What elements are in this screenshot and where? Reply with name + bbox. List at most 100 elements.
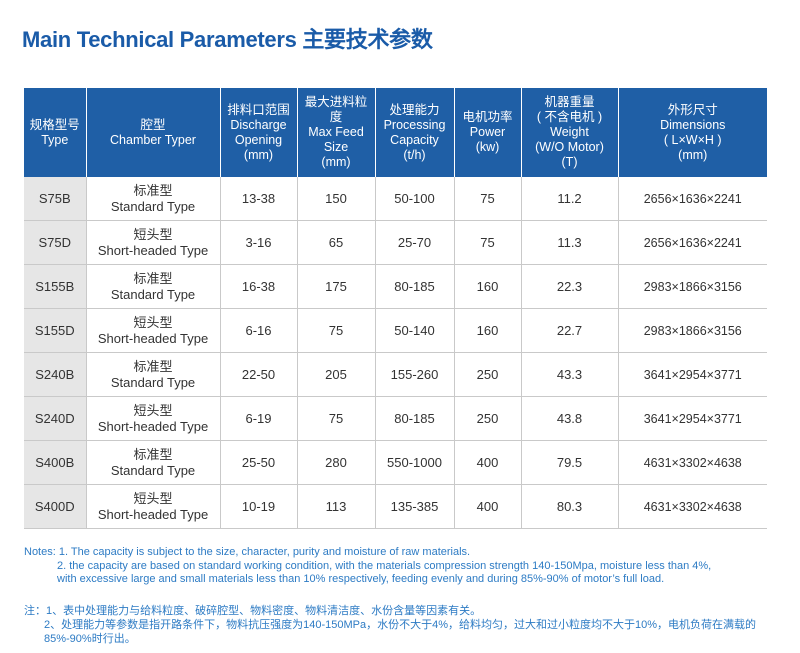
opening-cell: 6-19 xyxy=(220,396,298,441)
column-header-line: (mm) xyxy=(678,147,708,162)
type-cell: S240B xyxy=(24,352,87,397)
dims-cell: 2656×1636×2241 xyxy=(618,220,767,265)
feed-cell: 75 xyxy=(297,396,376,441)
chamber-type-en: Short-headed Type xyxy=(97,330,209,346)
type-cell: S240D xyxy=(24,396,87,441)
note-line: with excessive large and small materials… xyxy=(57,573,665,585)
chamber-type-cell: 短头型 Short-headed Type xyxy=(86,484,221,529)
feed-cell: 175 xyxy=(297,264,376,309)
column-header: 处理能力 Processing Capacity (t/h) xyxy=(375,88,455,177)
column-header-line: (mm) xyxy=(321,155,351,169)
table-row: S75B 标准型 Standard Type 13-38 150 50-100 75 11.2… xyxy=(24,177,767,221)
weight-cell: 11.2 xyxy=(521,177,619,221)
column-header-line: Chamber Typer xyxy=(110,132,196,147)
weight-cell: 80.3 xyxy=(521,484,619,529)
column-header-line: Size xyxy=(323,140,349,154)
column-header: 机器重量( 不含电机 ) Weight (W/O Motor) (T) xyxy=(521,88,619,177)
weight-cell: 79.5 xyxy=(521,440,619,485)
table-row: S155D 短头型 Short-headed Type 6-16 75 50-140 160… xyxy=(24,308,767,353)
weight-cell: 11.3 xyxy=(521,220,619,265)
chamber-type-cn: 短头型 xyxy=(133,226,173,242)
type-cell: S75B xyxy=(24,177,87,221)
feed-cell: 75 xyxy=(297,308,376,353)
column-header: 规格型号 Type xyxy=(24,88,87,177)
dims-cell: 4631×3302×4638 xyxy=(618,440,767,485)
dims-cell: 2983×1866×3156 xyxy=(618,264,767,309)
chamber-type-en: Standard Type xyxy=(110,286,196,302)
capacity-cell: 135-385 xyxy=(375,484,455,529)
power-cell: 400 xyxy=(454,440,522,485)
capacity-cell: 80-185 xyxy=(375,264,455,309)
notes-english: Notes: 1. The capacity is subject to the… xyxy=(24,546,784,587)
note-line: 2、处理能力等参数是指开路条件下，物料抗压强度为140-150MPa，水份不大于… xyxy=(44,619,757,631)
column-header-line: ( L×W×H ) xyxy=(663,132,722,147)
type-cell: S400B xyxy=(24,440,87,485)
dims-cell: 3641×2954×3771 xyxy=(618,396,767,441)
chamber-type-en: Standard Type xyxy=(110,374,196,390)
type-cell: S400D xyxy=(24,484,87,529)
column-header-line: Weight xyxy=(550,125,589,139)
feed-cell: 65 xyxy=(297,220,376,265)
feed-cell: 150 xyxy=(297,177,376,221)
column-header-line: Power xyxy=(469,125,506,139)
column-header-line: Discharge xyxy=(230,117,287,132)
opening-cell: 10-19 xyxy=(220,484,298,529)
table-row: S240B 标准型 Standard Type 22-50 205 155-260 250 4… xyxy=(24,352,767,397)
capacity-cell: 50-100 xyxy=(375,177,455,221)
capacity-cell: 50-140 xyxy=(375,308,455,353)
column-header-line: (mm) xyxy=(243,147,274,162)
notes-chinese: 注：1、表中处理能力与给料粒度、破碎腔型、物料密度、物料清洁度、水份含量等因素有… xyxy=(24,604,784,646)
column-header-line: 最大进料粒度 xyxy=(304,95,368,124)
column-header-line: 规格型号 xyxy=(29,117,80,132)
opening-cell: 13-38 xyxy=(220,177,298,221)
opening-cell: 3-16 xyxy=(220,220,298,265)
opening-cell: 25-50 xyxy=(220,440,298,485)
column-header-line: (W/O Motor) xyxy=(535,140,604,154)
chamber-type-cell: 标准型 Standard Type xyxy=(86,177,221,221)
note-line: 85%-90%时行出。 xyxy=(44,633,136,645)
column-header: 排料口范围 Discharge Opening (mm) xyxy=(220,88,298,177)
parameters-table: 规格型号 Type 腔型 Chamber Typer 排料口范围 Discharge Ope… xyxy=(24,88,767,529)
chamber-type-cell: 标准型 Standard Type xyxy=(86,352,221,397)
table-row: S400B 标准型 Standard Type 25-50 280 550-1000 400… xyxy=(24,440,767,485)
power-cell: 250 xyxy=(454,352,522,397)
chamber-type-cn: 标准型 xyxy=(133,358,173,374)
weight-cell: 43.8 xyxy=(521,396,619,441)
table-header-row: 规格型号 Type 腔型 Chamber Typer 排料口范围 Discharge Ope… xyxy=(24,88,767,177)
chamber-type-cell: 短头型 Short-headed Type xyxy=(86,308,221,353)
column-header-line: Opening xyxy=(234,132,283,147)
column-header-line: Max Feed xyxy=(308,125,364,139)
column-header-line: 腔型 xyxy=(140,117,166,132)
dims-cell: 3641×2954×3771 xyxy=(618,352,767,397)
note-line: 2. the capacity are based on standard wo… xyxy=(57,559,712,572)
chamber-type-cn: 短头型 xyxy=(133,490,173,506)
column-header-line: 机器重量 xyxy=(544,95,595,109)
chamber-type-cn: 短头型 xyxy=(133,314,173,330)
capacity-cell: 155-260 xyxy=(375,352,455,397)
chamber-type-cn: 标准型 xyxy=(133,270,173,286)
weight-cell: 43.3 xyxy=(521,352,619,397)
chamber-type-cn: 短头型 xyxy=(133,402,173,418)
column-header-line: (kw) xyxy=(475,140,500,154)
power-cell: 75 xyxy=(454,220,522,265)
chamber-type-cn: 标准型 xyxy=(133,182,173,198)
feed-cell: 280 xyxy=(297,440,376,485)
column-header: 外形尺寸 Dimensions( L×W×H ) (mm) xyxy=(618,88,767,177)
dims-cell: 2656×1636×2241 xyxy=(618,177,767,221)
chamber-type-en: Standard Type xyxy=(110,462,196,478)
column-header-line: Processing xyxy=(383,117,446,132)
chamber-type-cn: 标准型 xyxy=(133,446,173,462)
power-cell: 400 xyxy=(454,484,522,529)
capacity-cell: 25-70 xyxy=(375,220,455,265)
table-row: S240D 短头型 Short-headed Type 6-19 75 80-185 250… xyxy=(24,396,767,441)
column-header: 腔型 Chamber Typer xyxy=(86,88,221,177)
chamber-type-en: Short-headed Type xyxy=(97,506,209,522)
feed-cell: 205 xyxy=(297,352,376,397)
weight-cell: 22.3 xyxy=(521,264,619,309)
opening-cell: 16-38 xyxy=(220,264,298,309)
column-header-line: Type xyxy=(41,132,69,147)
column-header-line: 外形尺寸 xyxy=(667,102,718,117)
power-cell: 160 xyxy=(454,308,522,353)
dims-cell: 4631×3302×4638 xyxy=(618,484,767,529)
column-header-line: 电机功率 xyxy=(462,110,513,124)
